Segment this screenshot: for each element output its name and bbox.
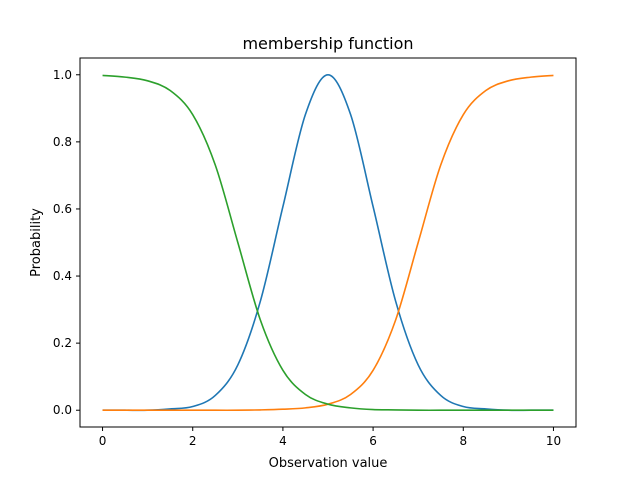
y-tick-label: 0.6 [53,202,72,216]
series-layer [102,73,554,412]
y-tick-label: 1.0 [53,68,72,82]
y-tick-label: 0.2 [53,336,72,350]
y-tick-label: 0.4 [53,269,72,283]
x-tick-label: 4 [279,434,287,448]
x-tick-label: 2 [189,434,197,448]
y-tick-label: 0.0 [53,403,72,417]
x-axis-label: Observation value [269,456,388,471]
plot-frame [79,57,577,428]
y-tick-label: 0.8 [53,135,72,149]
x-tick-label: 10 [546,434,561,448]
x-tick-label: 6 [369,434,377,448]
series-line-3 [102,74,554,412]
plot-background [80,58,576,427]
x-tick-label: 8 [459,434,467,448]
x-tick-label: 0 [99,434,107,448]
series-line-1 [102,73,554,412]
y-axis-label: Probability [29,208,44,277]
x-ticks: 0 2 4 6 8 10 [99,427,561,448]
chart-title: membership function [242,34,413,53]
y-ticks: 0.0 0.2 0.4 0.6 0.8 1.0 [53,68,80,417]
